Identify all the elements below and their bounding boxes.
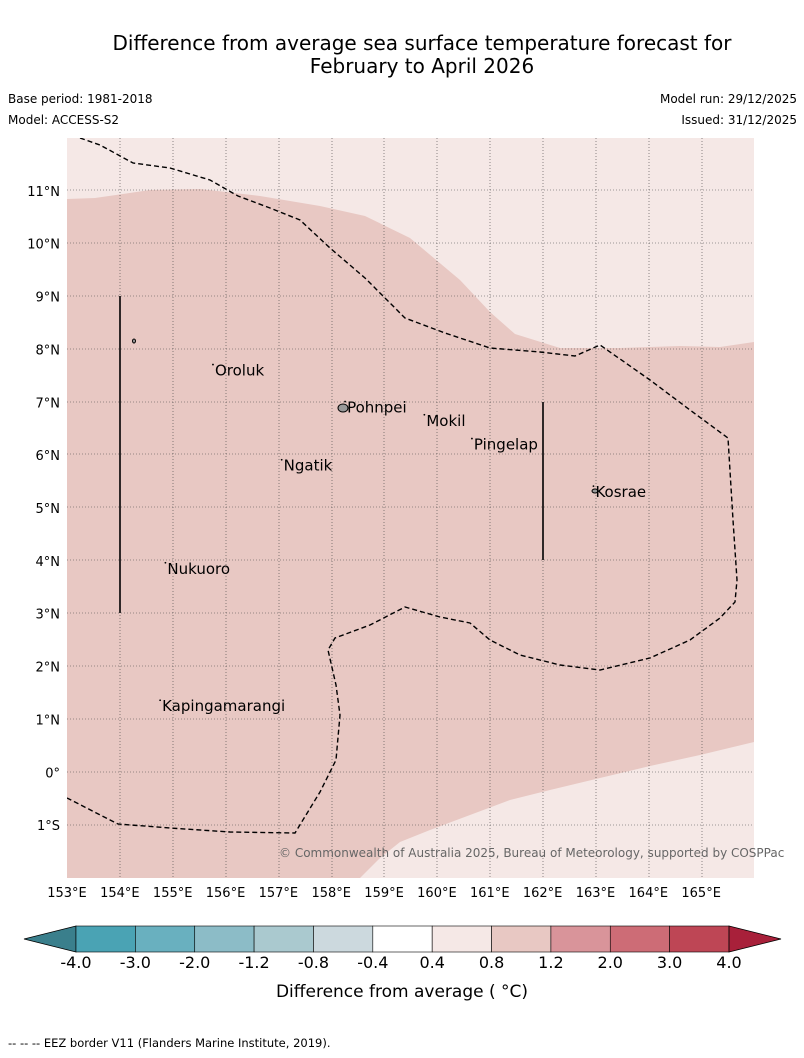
colorbar-tick-label: 1.2	[538, 953, 563, 972]
colorbar-under-arrow	[23, 925, 77, 953]
title-line-1: Difference from average sea surface temp…	[112, 31, 732, 55]
colorbar-tick-label: -2.0	[179, 953, 210, 972]
base-period-text: Base period: 1981-2018	[8, 92, 153, 106]
colorbar-tick-label: 2.0	[598, 953, 623, 972]
colorbar-tick-label: -1.2	[238, 953, 269, 972]
x-tick-label: 156°E	[206, 886, 246, 901]
y-tick-label: 6°N	[36, 449, 61, 464]
place-marker	[212, 363, 214, 366]
colorbar-label: Difference from average ( °C)	[276, 982, 528, 1002]
place-labels: Oroluk Pohnpei Mokil Pingelap Ngatik Kosrae Nu…	[159, 362, 646, 715]
x-tick-label: 159°E	[364, 886, 404, 901]
colorbar-segment	[609, 925, 670, 953]
islands	[132, 338, 599, 494]
place-marker	[344, 400, 346, 403]
colorbar-tick-label: 0.8	[479, 953, 504, 972]
colorbar-segment	[431, 925, 492, 953]
colorbar-segment	[669, 925, 730, 953]
y-tick-label: 1°S	[37, 819, 60, 834]
place-label: Kosrae	[595, 483, 646, 501]
x-tick-label: 158°E	[311, 886, 351, 901]
x-tick-label: 165°E	[681, 886, 721, 901]
issued-text: Issued: 31/12/2025	[681, 113, 797, 127]
x-tick-label: 155°E	[153, 886, 193, 901]
eez-border	[67, 138, 738, 834]
place-marker	[592, 485, 595, 488]
y-tick-label: 1°N	[36, 713, 61, 728]
y-tick-label: 10°N	[27, 238, 60, 253]
anomaly-0.8-1.2-region	[67, 189, 754, 878]
place-label: Pingelap	[474, 436, 538, 454]
copyright-text: © Commonwealth of Australia 2025, Bureau…	[279, 846, 784, 860]
place-marker	[280, 458, 283, 461]
place-label: Oroluk	[215, 362, 264, 380]
colorbar: -4.0 -3.0 -2.0 -1.2 -0.8 -0.4 0.4 0.8 1.2 2.0 3.0 4…	[23, 925, 782, 972]
y-tick-label: 5°N	[36, 502, 61, 517]
place-marker	[423, 413, 426, 416]
y-tick-label: 2°N	[36, 661, 61, 676]
y-tick-label: 0°	[45, 766, 60, 781]
y-tick-label: 9°N	[36, 291, 61, 306]
colorbar-segment	[135, 925, 196, 953]
map-title: Difference from average sea surface temp…	[40, 32, 804, 78]
sector-lines	[119, 296, 544, 613]
x-tick-label: 154°E	[100, 886, 140, 901]
colorbar-tick-label: 4.0	[716, 953, 741, 972]
colorbar-tick-label: -4.0	[60, 953, 91, 972]
x-tick-label: 153°E	[47, 886, 87, 901]
place-marker	[159, 699, 162, 702]
colorbar-tick-label: -0.4	[357, 953, 388, 972]
colorbar-segment	[550, 925, 611, 953]
place-marker	[471, 437, 473, 440]
colorbar-tick-label: 3.0	[657, 953, 682, 972]
place-label: Kapingamarangi	[162, 697, 285, 715]
x-axis-ticks: 153°E 154°E 155°E 156°E 157°E 158°E 159°E 160°E…	[47, 886, 721, 901]
colorbar-tick-label: 0.4	[419, 953, 444, 972]
x-tick-label: 164°E	[629, 886, 669, 901]
map-gridlines	[67, 138, 754, 878]
y-tick-label: 11°N	[27, 185, 60, 200]
place-label: Mokil	[426, 412, 465, 430]
place-label: Pohnpei	[347, 399, 407, 417]
model-text: Model: ACCESS-S2	[8, 113, 120, 127]
model-run-text: Model run: 29/12/2025	[659, 92, 797, 106]
colorbar-segment	[75, 925, 136, 953]
colorbar-over-arrow	[728, 925, 782, 953]
colorbar-segment	[491, 925, 552, 953]
colorbar-tick-label: -3.0	[120, 953, 151, 972]
x-tick-label: 161°E	[470, 886, 510, 901]
y-tick-label: 4°N	[36, 555, 61, 570]
place-marker	[164, 561, 167, 564]
eez-footer-note: -- -- -- EEZ border V11 (Flanders Marine…	[8, 1036, 331, 1050]
x-tick-label: 163°E	[576, 886, 616, 901]
colorbar-segment	[253, 925, 314, 953]
colorbar-segment	[313, 925, 374, 953]
y-tick-label: 8°N	[36, 343, 61, 358]
map-area	[67, 138, 754, 878]
colorbar-segment	[372, 925, 433, 953]
y-axis-ticks: 11°N 10°N 9°N 8°N 7°N 6°N 5°N 4°N 3°N 2°N 1°N 0° 1°S	[27, 185, 60, 834]
y-tick-label: 3°N	[36, 608, 61, 623]
y-tick-label: 7°N	[36, 396, 61, 411]
title-line-2: February to April 2026	[309, 54, 535, 78]
x-tick-label: 160°E	[417, 886, 457, 901]
x-tick-label: 162°E	[523, 886, 563, 901]
place-label: Ngatik	[284, 457, 333, 475]
x-tick-label: 157°E	[259, 886, 299, 901]
colorbar-segment	[194, 925, 255, 953]
colorbar-tick-label: -0.8	[298, 953, 329, 972]
place-label: Nukuoro	[167, 560, 230, 578]
